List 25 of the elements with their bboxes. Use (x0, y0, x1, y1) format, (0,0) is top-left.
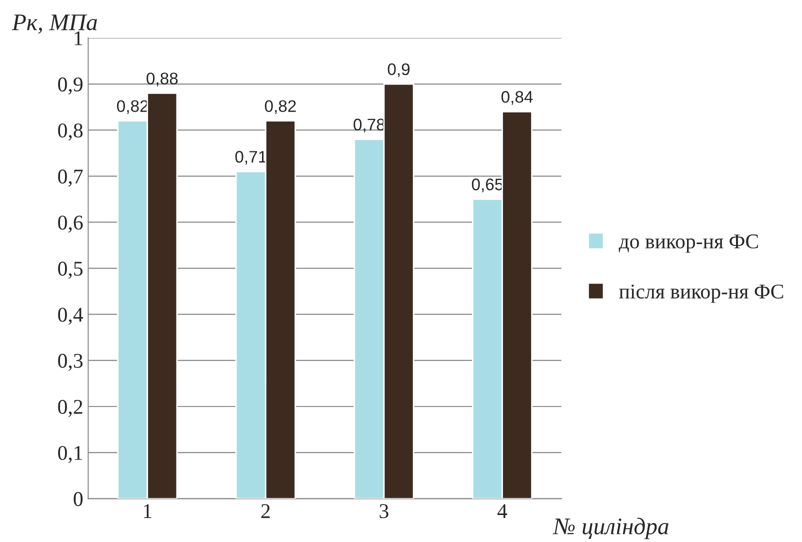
y-tick-label: 0,2 (58, 400, 82, 417)
x-tick-label: 1 (144, 504, 152, 518)
y-tick-label: 0,9 (58, 77, 83, 94)
y-tick-label: 0,4 (58, 308, 84, 325)
y-tick-label: 0 (74, 492, 83, 506)
y-tick-label: 0,8 (58, 123, 83, 141)
y-tick-label: 0,6 (58, 216, 83, 233)
x-tick-label: 3 (380, 504, 388, 518)
data-label: 0,88 (146, 72, 178, 86)
data-label: 0,71 (235, 150, 266, 165)
y-tick-label: 1 (74, 31, 82, 46)
data-label: 0,82 (264, 100, 296, 114)
legend-label: після викор-ня ФС (619, 284, 784, 303)
y-tick-label: 0,7 (58, 170, 83, 187)
x-tick-label: 4 (497, 504, 508, 518)
data-label: 0,9 (388, 63, 410, 78)
data-label: 0,84 (501, 91, 533, 105)
y-tick-label: 0,3 (58, 354, 83, 371)
data-label: 0,65 (472, 178, 503, 192)
y-tick-label: 0,5 (58, 262, 83, 279)
legend-label: до викор-ня ФС (618, 234, 758, 253)
x-tick-label: 2 (261, 504, 270, 518)
data-label: 0,82 (117, 100, 148, 114)
x-axis-title: № циліндра (552, 518, 668, 540)
y-tick-label: 0,1 (58, 446, 82, 463)
